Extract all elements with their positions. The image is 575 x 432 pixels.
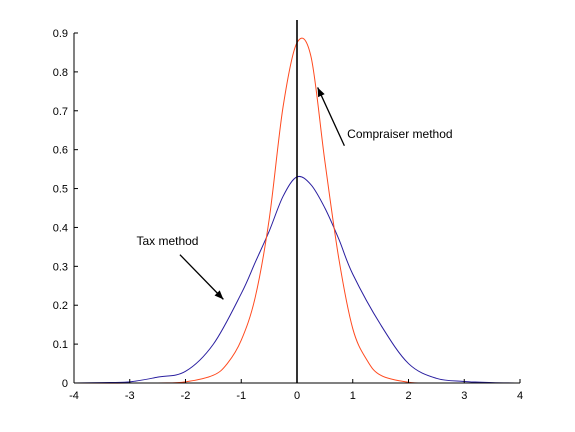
x-tick-label: 2 (405, 390, 411, 402)
y-tick-label: 0 (62, 378, 68, 390)
axes: 0 0.1 0.2 0.3 0.4 0.5 0.6 0.7 0.8 0.9 -4 -3 -2 -1 0 1 2 3… (53, 20, 523, 402)
y-tick-label: 0.3 (53, 261, 68, 273)
y-tick-label: 0.7 (53, 106, 68, 118)
appraiser_label: Compraiser method (347, 127, 452, 141)
y-tick-label: 0.4 (53, 222, 68, 234)
tax_label-arrow-head (214, 290, 224, 300)
x-tick-label: -3 (125, 390, 135, 402)
y-tick-label: 0.5 (53, 184, 68, 196)
appraiser_label-arrow-head (317, 87, 325, 98)
y-tick-label: 0.9 (53, 28, 68, 40)
x-tick-label: 1 (350, 390, 356, 402)
x-tick-label: -2 (181, 390, 191, 402)
x-tick-label: 3 (461, 390, 467, 402)
appraiser_label-arrow-line (317, 87, 345, 147)
y-tick-label: 0.6 (53, 145, 68, 157)
y-tick-label: 0.2 (53, 300, 68, 312)
x-tick-label: 4 (517, 390, 523, 402)
y-tick-label: 0.8 (53, 67, 68, 79)
tax_label: Tax method (136, 234, 198, 248)
y-tick-label: 0.1 (53, 339, 68, 351)
tax_label-arrow-line (179, 254, 224, 300)
x-tick-label: 0 (294, 390, 300, 402)
x-tick-label: -1 (236, 390, 246, 402)
x-tick-label: -4 (69, 390, 79, 402)
annotations: Compraiser method Tax method (136, 87, 453, 300)
